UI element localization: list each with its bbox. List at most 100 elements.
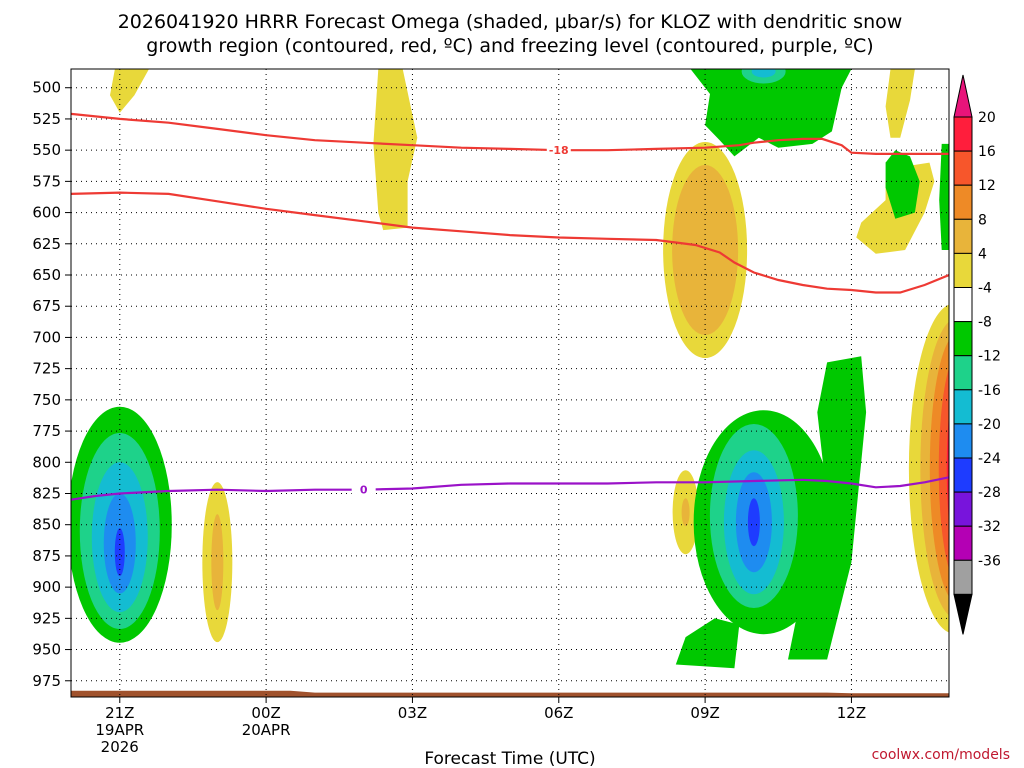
terrain-strip: [71, 690, 949, 697]
x-tick-label-0-0: 21Z: [105, 704, 134, 722]
y-tick-label-625: 625: [32, 235, 61, 253]
contour-label-bg-1: [351, 482, 376, 496]
omega-neg-0915-low: [675, 618, 740, 669]
contour-0-line-1: [71, 191, 949, 294]
y-tick-label-875: 875: [32, 547, 61, 565]
colorbar-swatch-1: [953, 150, 973, 186]
y-tick-label-900: 900: [32, 578, 61, 596]
x-tick-label-3-0: 00Z: [251, 704, 280, 722]
y-tick-label-600: 600: [32, 204, 61, 222]
colorbar-label-7: -12: [978, 349, 1001, 365]
omega-neg-top-inner: [741, 69, 786, 84]
contour-label-bg-0: [546, 143, 571, 157]
colorbar-label-6: -8: [978, 315, 992, 331]
credit-text: coolwx.com/models: [872, 747, 1010, 763]
chart-title-line1: 2026041920 HRRR Forecast Omega (shaded, …: [118, 11, 903, 33]
omega-pos-col-0330: [373, 69, 418, 231]
y-tick-label-550: 550: [32, 141, 61, 159]
omega-pos-top-left: [110, 69, 149, 113]
omega-neg-top-inner-band-1: [751, 69, 776, 78]
colorbar-label-11: -28: [978, 485, 1001, 501]
omega-shading: [71, 69, 949, 669]
omega-pos-top-right: [885, 69, 915, 138]
x-tick-label-3-1: 20APR: [242, 721, 291, 739]
colorbar-swatch-5: [953, 287, 973, 323]
omega-neg-top: [690, 69, 852, 157]
plot-frame: [70, 68, 950, 698]
y-tick-label-925: 925: [32, 609, 61, 627]
y-axis: 500 525 550 575 600 625 650 675 700 725 750 775 800 8…: [32, 79, 71, 690]
omega-neg-1000: [693, 410, 834, 635]
contour-lines: -18 0: [71, 112, 949, 501]
y-tick-label-800: 800: [32, 453, 61, 471]
colorbar-swatch-0: [953, 116, 973, 152]
omega-pos-0840-band-2: [683, 506, 688, 519]
x-tick-label-0-1: 19APR: [95, 721, 144, 739]
colorbar-label-10: -24: [978, 451, 1001, 467]
colorbar-label-2: 12: [978, 178, 996, 194]
colorbar-label-13: -36: [978, 553, 1001, 569]
colorbar-label-12: -32: [978, 519, 1001, 535]
colorbar-swatch-10: [953, 457, 973, 493]
colorbar-swatch-13: [953, 559, 973, 595]
omega-neg-1000-band-4: [747, 498, 760, 547]
omega-pos-right-edge-band-3: [938, 368, 949, 569]
omega-pos-2230: [202, 482, 233, 643]
omega-pos-right-edge-band-4: [946, 414, 949, 523]
colorbar-swatch-7: [953, 355, 973, 391]
contour-1-line-0: [71, 476, 949, 501]
omega-pos-0840: [672, 470, 699, 555]
y-tick-label-525: 525: [32, 110, 61, 128]
y-tick-label-750: 750: [32, 391, 61, 409]
colorbar-label-1: 16: [978, 144, 996, 160]
y-tick-label-725: 725: [32, 360, 61, 378]
x-tick-label-9-0: 06Z: [544, 704, 573, 722]
y-tick-label-650: 650: [32, 266, 61, 284]
terrain-fill: [71, 690, 949, 697]
colorbar-top-arrow: [953, 74, 973, 118]
colorbar-label-8: -16: [978, 383, 1001, 399]
x-axis-label: Forecast Time (UTC): [424, 749, 595, 768]
y-tick-label-975: 975: [32, 672, 61, 690]
colorbar-swatch-8: [953, 389, 973, 425]
colorbar-bottom-arrow: [953, 593, 973, 635]
omega-pos-right-edge: [908, 304, 949, 633]
omega-neg-2100-band-4: [114, 528, 125, 577]
y-tick-label-775: 775: [32, 422, 61, 440]
chart-title-line2: growth region (contoured, red, ºC) and f…: [146, 35, 873, 57]
colorbar-label-0: 20: [978, 110, 996, 126]
colorbar-swatch-12: [953, 525, 973, 561]
omega-neg-right-edge: [939, 143, 949, 250]
y-tick-label-500: 500: [32, 79, 61, 97]
colorbar-swatch-11: [953, 491, 973, 527]
colorbar-label-3: 8: [978, 212, 987, 228]
y-tick-label-700: 700: [32, 328, 61, 346]
colorbar-swatch-4: [953, 252, 973, 288]
y-tick-label-675: 675: [32, 297, 61, 315]
colorbar: 20 16 12 8 4 -4 -8 -12 -16 -20 -24 -28 -32 -36: [953, 74, 1001, 635]
y-tick-label-825: 825: [32, 484, 61, 502]
y-tick-label-575: 575: [32, 172, 61, 190]
y-tick-label-850: 850: [32, 516, 61, 534]
colorbar-swatch-6: [953, 321, 973, 357]
omega-pos-0930: [663, 142, 748, 359]
colorbar-swatch-2: [953, 184, 973, 220]
colorbar-label-5: -4: [978, 281, 992, 297]
contour-label-1: 0: [360, 484, 368, 497]
colorbar-label-4: 4: [978, 246, 987, 262]
colorbar-swatch-9: [953, 423, 973, 459]
x-tick-label-15-0: 12Z: [837, 704, 866, 722]
omega-neg-top-right: [885, 150, 920, 219]
x-tick-label-0-2: 2026: [101, 738, 139, 756]
x-tick-label-6-0: 03Z: [398, 704, 427, 722]
x-tick-label-12-0: 09Z: [690, 704, 719, 722]
colorbar-label-9: -20: [978, 417, 1001, 433]
colorbar-swatch-3: [953, 218, 973, 254]
omega-pos-0930-band-2: [687, 190, 724, 311]
contour-0-line-0: [71, 112, 949, 155]
y-tick-label-950: 950: [32, 641, 61, 659]
omega-neg-1100: [788, 356, 867, 660]
omega-pos-2230-band-2: [214, 542, 221, 583]
